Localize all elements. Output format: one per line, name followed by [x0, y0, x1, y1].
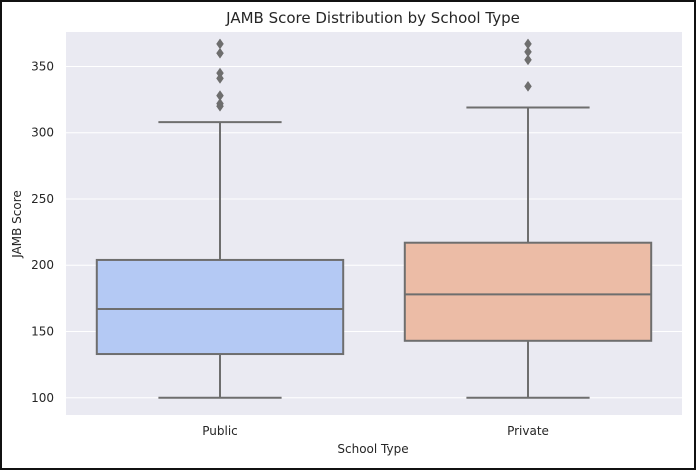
outlier-public-4 [216, 67, 224, 79]
y-tick-label-300: 300 [31, 126, 54, 140]
iqr-box-public [95, 258, 345, 356]
plot-area [66, 32, 682, 415]
outlier-private-0 [524, 80, 532, 92]
outlier-public-2 [216, 90, 224, 102]
outlier-public-6 [216, 38, 224, 50]
outlier-private-1 [524, 54, 532, 66]
x-axis-label: School Type [337, 442, 408, 456]
y-tick-label-250: 250 [31, 192, 54, 206]
y-tick-label-150: 150 [31, 325, 54, 339]
outlier-public-5 [216, 47, 224, 59]
y-axis-label: JAMB Score [10, 190, 24, 259]
boxes [95, 38, 653, 399]
x-tick-labels: Public Private [202, 424, 549, 438]
outlier-private-3 [524, 38, 532, 50]
y-tick-labels: 100 150 200 250 300 350 [31, 59, 54, 404]
box-private [403, 38, 653, 399]
chart-title: JAMB Score Distribution by School Type [225, 9, 520, 27]
outlier-private-2 [524, 46, 532, 58]
x-tick-label-public: Public [202, 424, 238, 438]
y-tick-label-100: 100 [31, 391, 54, 405]
outlier-public-1 [216, 98, 224, 109]
x-tick-label-private: Private [507, 424, 549, 438]
iqr-box-private [403, 241, 653, 342]
y-tick-label-350: 350 [31, 59, 54, 73]
box-public [95, 38, 345, 399]
y-tick-label-200: 200 [31, 258, 54, 272]
